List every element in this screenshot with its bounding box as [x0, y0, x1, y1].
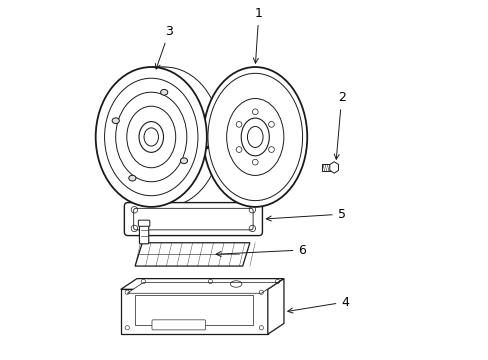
FancyBboxPatch shape — [138, 220, 149, 226]
Ellipse shape — [100, 67, 211, 207]
Text: 5: 5 — [266, 208, 345, 221]
Polygon shape — [267, 279, 284, 334]
Ellipse shape — [180, 158, 187, 163]
Ellipse shape — [104, 67, 215, 207]
Ellipse shape — [128, 175, 136, 181]
FancyBboxPatch shape — [321, 164, 333, 171]
Text: 2: 2 — [333, 91, 345, 159]
FancyBboxPatch shape — [133, 208, 253, 230]
Ellipse shape — [241, 118, 269, 156]
Polygon shape — [127, 283, 277, 293]
FancyBboxPatch shape — [124, 203, 262, 235]
FancyBboxPatch shape — [139, 222, 148, 244]
Text: 6: 6 — [216, 243, 305, 257]
Ellipse shape — [139, 122, 163, 152]
Ellipse shape — [96, 67, 206, 207]
Ellipse shape — [112, 118, 119, 123]
FancyBboxPatch shape — [152, 320, 205, 330]
Polygon shape — [121, 289, 267, 334]
Text: 3: 3 — [155, 25, 173, 69]
Polygon shape — [329, 162, 338, 173]
Polygon shape — [135, 295, 253, 325]
Polygon shape — [121, 279, 284, 289]
Ellipse shape — [109, 67, 220, 207]
Ellipse shape — [203, 67, 306, 207]
Polygon shape — [135, 243, 249, 266]
Text: 4: 4 — [287, 296, 348, 313]
Ellipse shape — [160, 89, 167, 95]
Text: 1: 1 — [253, 7, 262, 63]
